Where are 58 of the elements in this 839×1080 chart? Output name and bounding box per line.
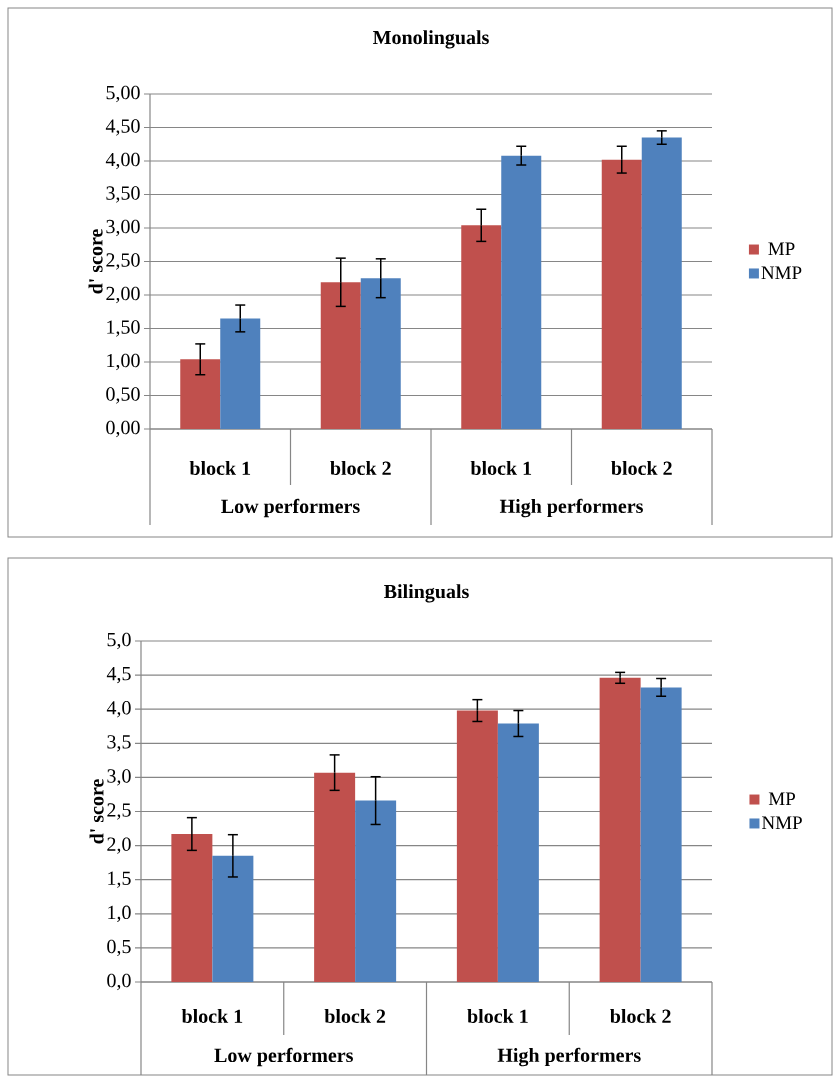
x-tick-label: block 1: [467, 1008, 528, 1024]
bar: [501, 155, 542, 429]
y-tick-label: 2,5: [107, 803, 131, 820]
bar: [171, 834, 213, 982]
y-tick-label: 0,5: [107, 939, 131, 957]
x-tick-label: block 2: [611, 460, 672, 476]
y-tick-label: 0,00: [106, 420, 140, 438]
text: High performers: [499, 498, 643, 518]
x-tick-label: block 1: [189, 460, 251, 476]
bar: [220, 318, 261, 429]
legend-label: MP: [768, 242, 795, 255]
y-tick-label: 4,5: [106, 666, 131, 684]
bar: [355, 800, 397, 982]
y-tick-label: 2,00: [106, 286, 140, 304]
x-tick-label: block 1: [181, 1008, 243, 1024]
bar: [497, 723, 539, 982]
bar: [641, 137, 682, 429]
y-tick-label: 3,00: [106, 219, 140, 237]
y-tick-label: 2,50: [106, 253, 140, 270]
x-tick-label: block 2: [610, 1008, 671, 1024]
text: Low performers: [214, 1047, 353, 1067]
bar: [360, 278, 401, 429]
y-tick-label: 3,50: [106, 186, 140, 203]
legend-label: MP: [768, 792, 796, 805]
y-tick-label: 3,5: [107, 735, 131, 752]
y-axis-title: d' score: [88, 229, 103, 294]
y-tick-label: 1,00: [107, 353, 140, 371]
y-tick-label: 3,0: [107, 769, 131, 786]
legend-label: NMP: [762, 816, 802, 829]
bar: [461, 225, 502, 429]
text: Low performers: [221, 498, 360, 518]
y-tick-label: 2,0: [107, 837, 131, 854]
x-tick-label: block 2: [324, 1008, 386, 1024]
y-axis-title: d' score: [89, 779, 104, 844]
bar: [601, 159, 642, 429]
chart-title: Bilinguals: [384, 584, 469, 603]
y-tick-label: 0,0: [107, 973, 131, 991]
bar: [314, 772, 356, 982]
x-tick-label: block 2: [330, 460, 391, 476]
bar: [180, 359, 221, 429]
bar: [599, 677, 641, 982]
y-tick-label: 4,0: [106, 701, 131, 718]
y-tick-label: 4,00: [105, 152, 140, 170]
y-tick-label: 4,50: [105, 119, 140, 136]
y-tick-label: 5,00: [106, 85, 140, 103]
y-tick-label: 1,50: [107, 320, 140, 337]
legend-label: NMP: [761, 266, 802, 279]
x-tick-label: block 1: [470, 460, 532, 476]
chart-title: Monolinguals: [373, 30, 489, 49]
text: High performers: [497, 1047, 641, 1067]
bar: [212, 855, 254, 982]
y-tick-label: 1,0: [108, 905, 131, 922]
y-tick-label: 1,5: [108, 871, 131, 888]
bar: [640, 687, 682, 982]
y-tick-label: 0,50: [106, 387, 140, 404]
y-tick-label: 5,0: [107, 632, 131, 650]
bar: [456, 710, 498, 982]
bar: [320, 282, 361, 429]
